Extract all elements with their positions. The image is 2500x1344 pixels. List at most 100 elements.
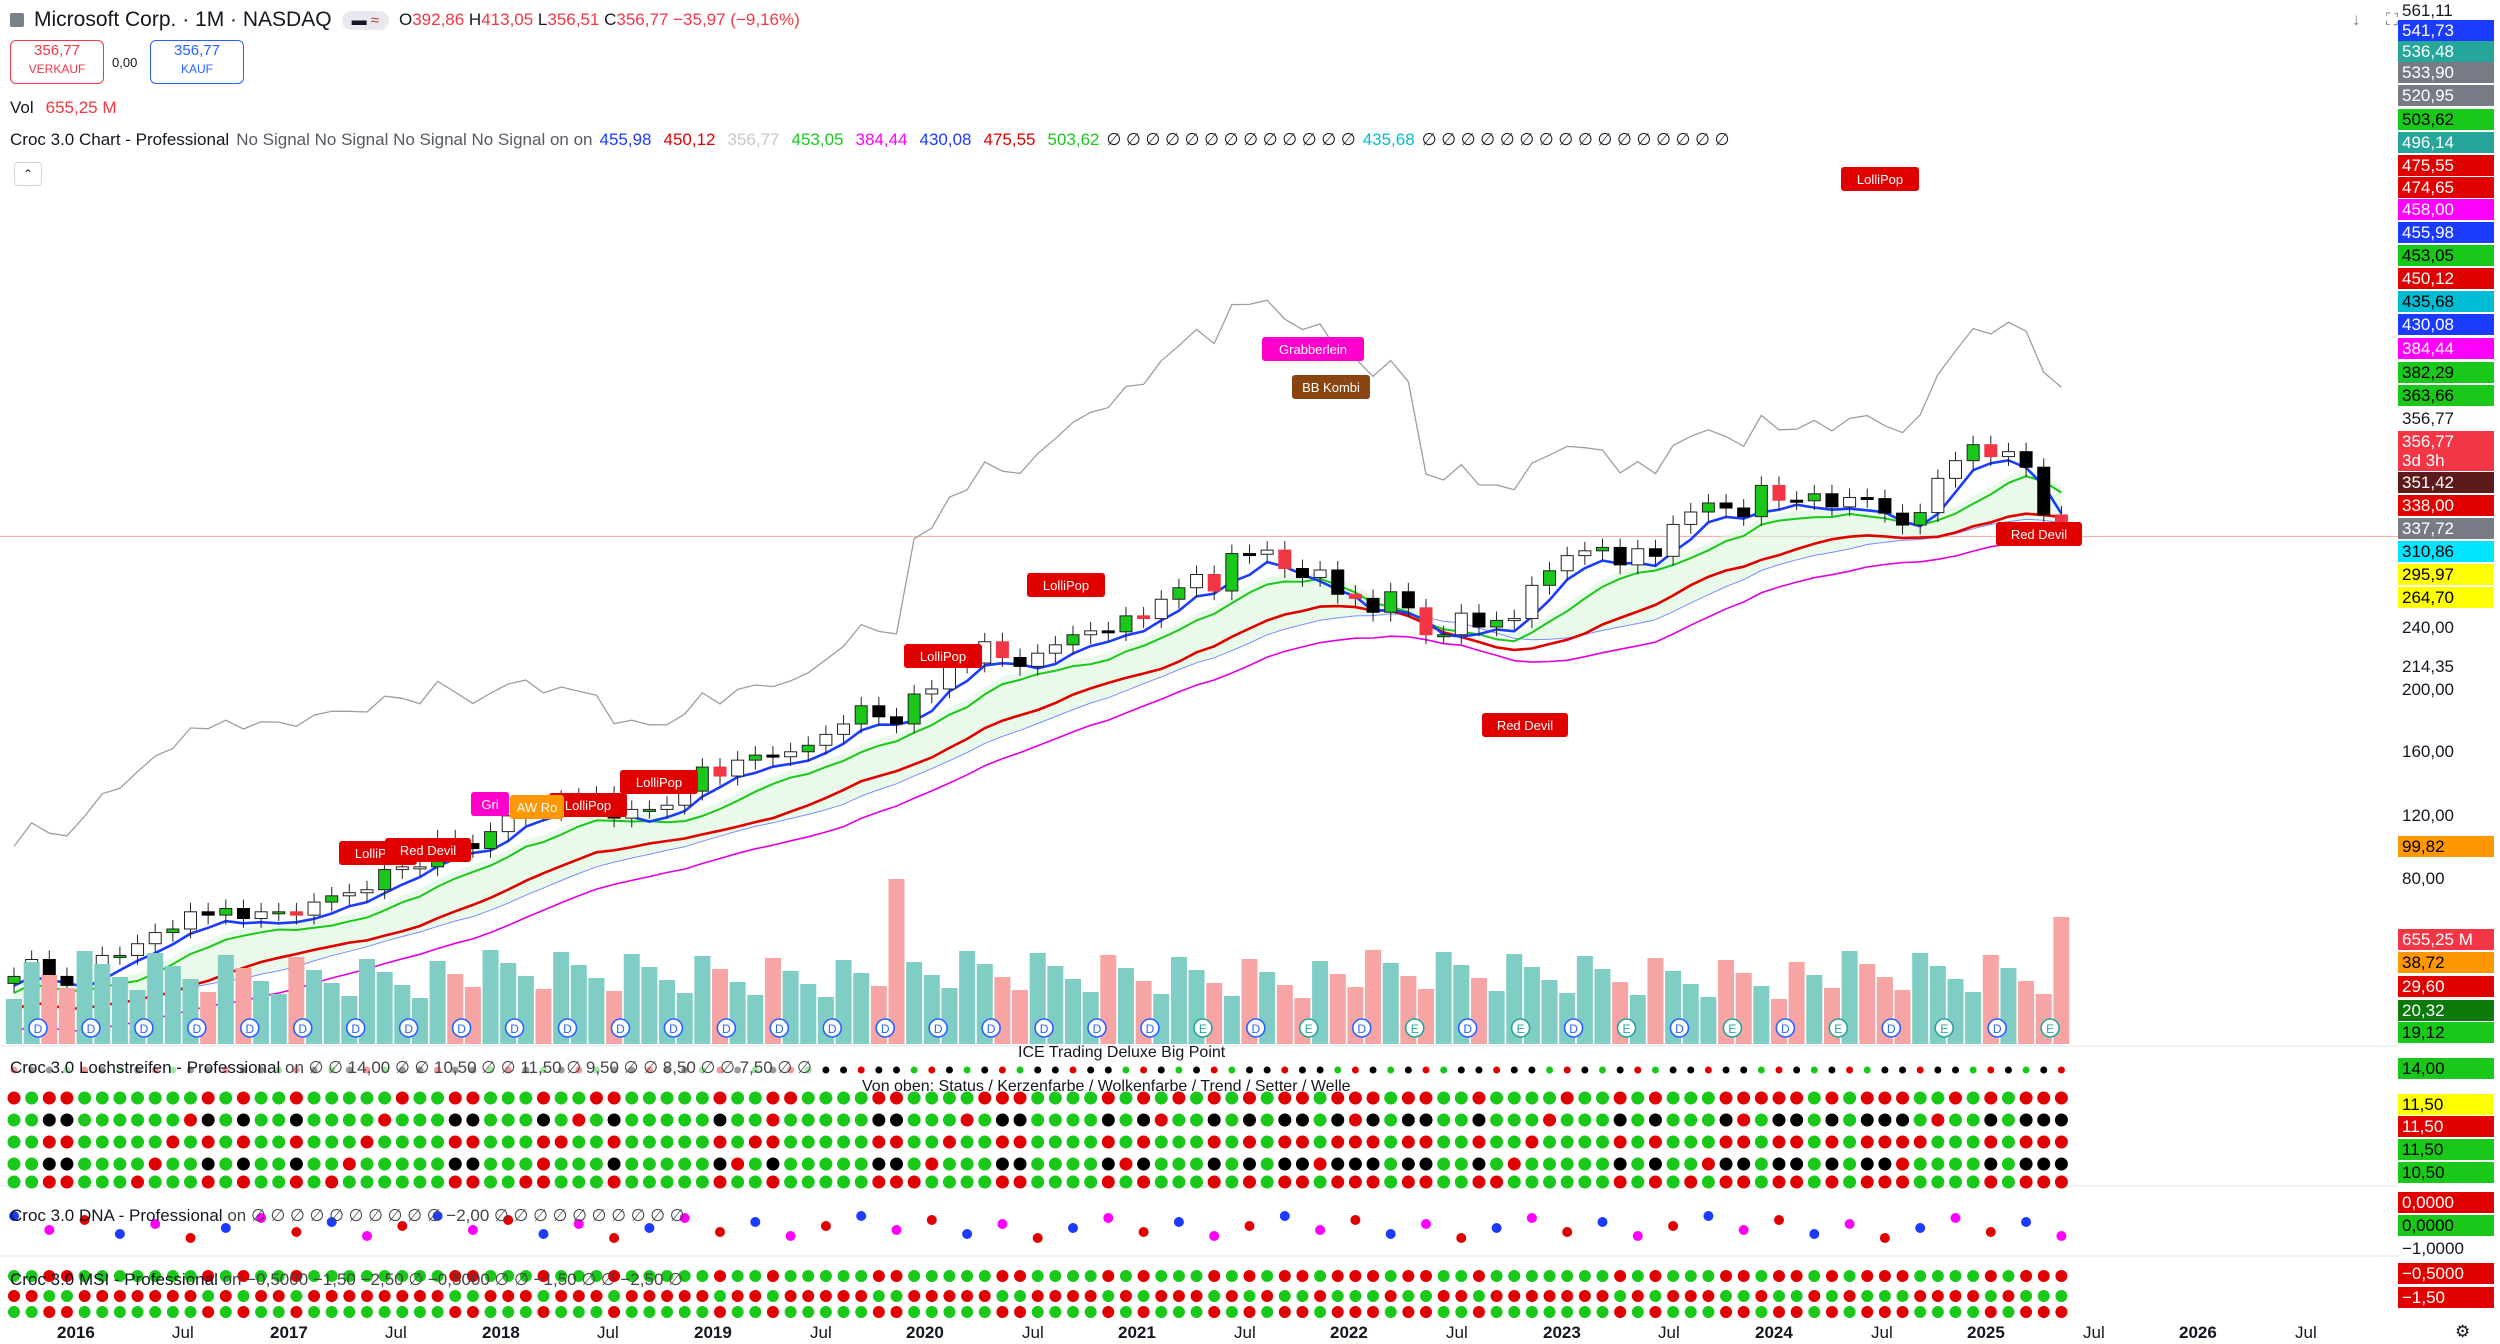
fullscreen-icon[interactable]: ⛶: [2386, 10, 2398, 29]
collapse-legend-button[interactable]: ⌃: [14, 162, 42, 186]
lochstreifen-dot: [607, 1091, 621, 1105]
signal-label-text: Red Devil: [1497, 718, 1553, 733]
price-axis-label: 38,72: [2398, 952, 2494, 973]
lochstreifen-dot: [1295, 1091, 1309, 1105]
msi-dot: [1561, 1306, 1574, 1318]
lochstreifen-dot: [1913, 1135, 1927, 1149]
candle: [1631, 548, 1645, 566]
volume-bar: [270, 994, 287, 1044]
msi-dot: [1049, 1270, 1062, 1282]
time-axis[interactable]: 2016 Jul 2017 Jul 2018 Jul 2019 Jul 2020 Jul 2021 J…: [0, 1322, 2398, 1344]
lochstreifen-dot: [1207, 1135, 1221, 1149]
dividend-marker: [1722, 1018, 1743, 1038]
candle: [484, 831, 498, 850]
lochstreifen-dot: [1048, 1135, 1062, 1149]
lochstreifen-legend[interactable]: Croc 3.0 Lochstreifen - Professional on …: [10, 1058, 812, 1078]
candle: [1084, 630, 1098, 636]
price-axis-label: 14,00: [2398, 1058, 2494, 1079]
msi-dot: [625, 1290, 638, 1302]
dna-legend[interactable]: Croc 3.0 DNA - Professional on ∅ ∅ ∅ ∅ ∅…: [10, 1206, 685, 1226]
msi-dot: [290, 1306, 303, 1318]
candle: [1048, 644, 1062, 654]
lochstreifen-dot: [1507, 1175, 1521, 1189]
candle: [1472, 612, 1486, 628]
lochstreifen-dot: [1860, 1113, 1874, 1127]
lochstreifen-dot: [1013, 1091, 1027, 1105]
lochstreifen-dot: [254, 1135, 268, 1149]
lochstreifen-dot: [1437, 1091, 1451, 1105]
msi-dot: [537, 1270, 550, 1282]
signal-label-text: LolliPop: [565, 798, 611, 813]
time-axis-label: 2018: [482, 1323, 520, 1342]
lochstreifen-top-dot: [1104, 1066, 1112, 1074]
dna-dot: [679, 1213, 690, 1223]
msi-dot: [2020, 1306, 2033, 1318]
lochstreifen-dot: [1084, 1175, 1098, 1189]
lochstreifen-dot: [1154, 1157, 1168, 1171]
msi-dot: [1702, 1306, 1715, 1318]
lochstreifen-dot: [1719, 1175, 1733, 1189]
lochstreifen-dot: [1949, 1091, 1962, 1105]
lochstreifen-dot: [678, 1135, 692, 1149]
candle: [1225, 553, 1239, 592]
time-axis-label: 2026: [2179, 1323, 2217, 1342]
msi-dot: [784, 1290, 797, 1302]
lochstreifen-dot: [1313, 1157, 1327, 1171]
lochstreifen-dot: [201, 1113, 215, 1127]
dna-dot: [1844, 1219, 1855, 1229]
lochstreifen-dot: [501, 1157, 515, 1171]
msi-dot: [1508, 1290, 1521, 1302]
time-axis-label: 2024: [1755, 1323, 1793, 1342]
lochstreifen-top-dot: [893, 1066, 900, 1074]
msi-dot: [1102, 1270, 1115, 1282]
msi-dot: [1984, 1306, 1997, 1318]
candle: [1066, 634, 1080, 646]
msi-dot: [1684, 1270, 1697, 1282]
lochstreifen-dot: [607, 1175, 621, 1189]
download-icon[interactable]: ↓: [2352, 10, 2361, 29]
msi-dot: [1490, 1306, 1503, 1318]
sell-button[interactable]: 356,77 VERKAUF: [10, 40, 104, 84]
candle: [1613, 546, 1627, 566]
volume-bar: [800, 984, 817, 1044]
volume-bar: [1170, 957, 1187, 1044]
msi-dot: [60, 1270, 73, 1282]
lochstreifen-top-dot: [1899, 1066, 1907, 1074]
candle: [784, 751, 798, 758]
msi-dot: [1384, 1270, 1397, 1282]
dividend-marker: [1563, 1018, 1584, 1038]
chart-mode-pill[interactable]: ▬ ≈: [341, 10, 389, 30]
volume-bar: [888, 879, 905, 1044]
candle: [325, 895, 339, 903]
lochstreifen-dot: [1525, 1135, 1539, 1149]
dna-dot: [1632, 1231, 1643, 1241]
lochstreifen-dot: [1101, 1157, 1115, 1171]
price-axis-label: 455,98: [2398, 222, 2494, 243]
lochstreifen-dot: [1719, 1091, 1733, 1105]
price-axis[interactable]: 561,11 541,73 536,48 533,90 520,95 503,62 496,…: [2398, 0, 2500, 1344]
candle: [1984, 444, 1998, 458]
msi-dot: [1931, 1270, 1944, 1282]
settings-gear-icon[interactable]: ⚙: [2455, 1322, 2471, 1341]
volume-legend[interactable]: Vol 655,25 M: [10, 98, 117, 118]
buy-button[interactable]: 356,77 KAUF: [150, 40, 244, 84]
msi-dot: [519, 1270, 532, 1282]
price-axis-label: 20,32: [2398, 1000, 2494, 1021]
price-chart[interactable]: D D D D D D D D D D D D D D D D D D D D D D E D E D E D E D E D E D E D E D E L…: [0, 0, 2398, 1344]
price-axis-label: 3d 3h: [2398, 450, 2494, 471]
msi-dot: [1896, 1270, 1909, 1282]
price-axis-label: 200,00: [2398, 679, 2494, 700]
msi-dot: [149, 1306, 162, 1318]
dividend-marker: [134, 1018, 154, 1038]
dna-dot: [114, 1229, 125, 1239]
msi-legend[interactable]: Croc 3.0 MSI - Professional on −0,5000 −…: [10, 1270, 683, 1290]
indicator-legend[interactable]: Croc 3.0 Chart - Professional No Signal …: [10, 130, 1729, 150]
msi-dot: [872, 1306, 885, 1318]
price-axis-label: 264,70: [2398, 587, 2494, 608]
lochstreifen-dot: [1313, 1175, 1327, 1189]
symbol-title[interactable]: Microsoft Corp. · 1M · NASDAQ: [34, 8, 332, 31]
lochstreifen-dot: [819, 1175, 833, 1189]
lochstreifen-dot: [272, 1091, 286, 1105]
dna-values: on ∅ ∅ ∅ ∅ ∅ ∅ ∅ ∅ ∅ ∅ −2,00 ∅ ∅ ∅ ∅ ∅ ∅…: [227, 1206, 685, 1225]
lochstreifen-dot: [78, 1135, 92, 1149]
